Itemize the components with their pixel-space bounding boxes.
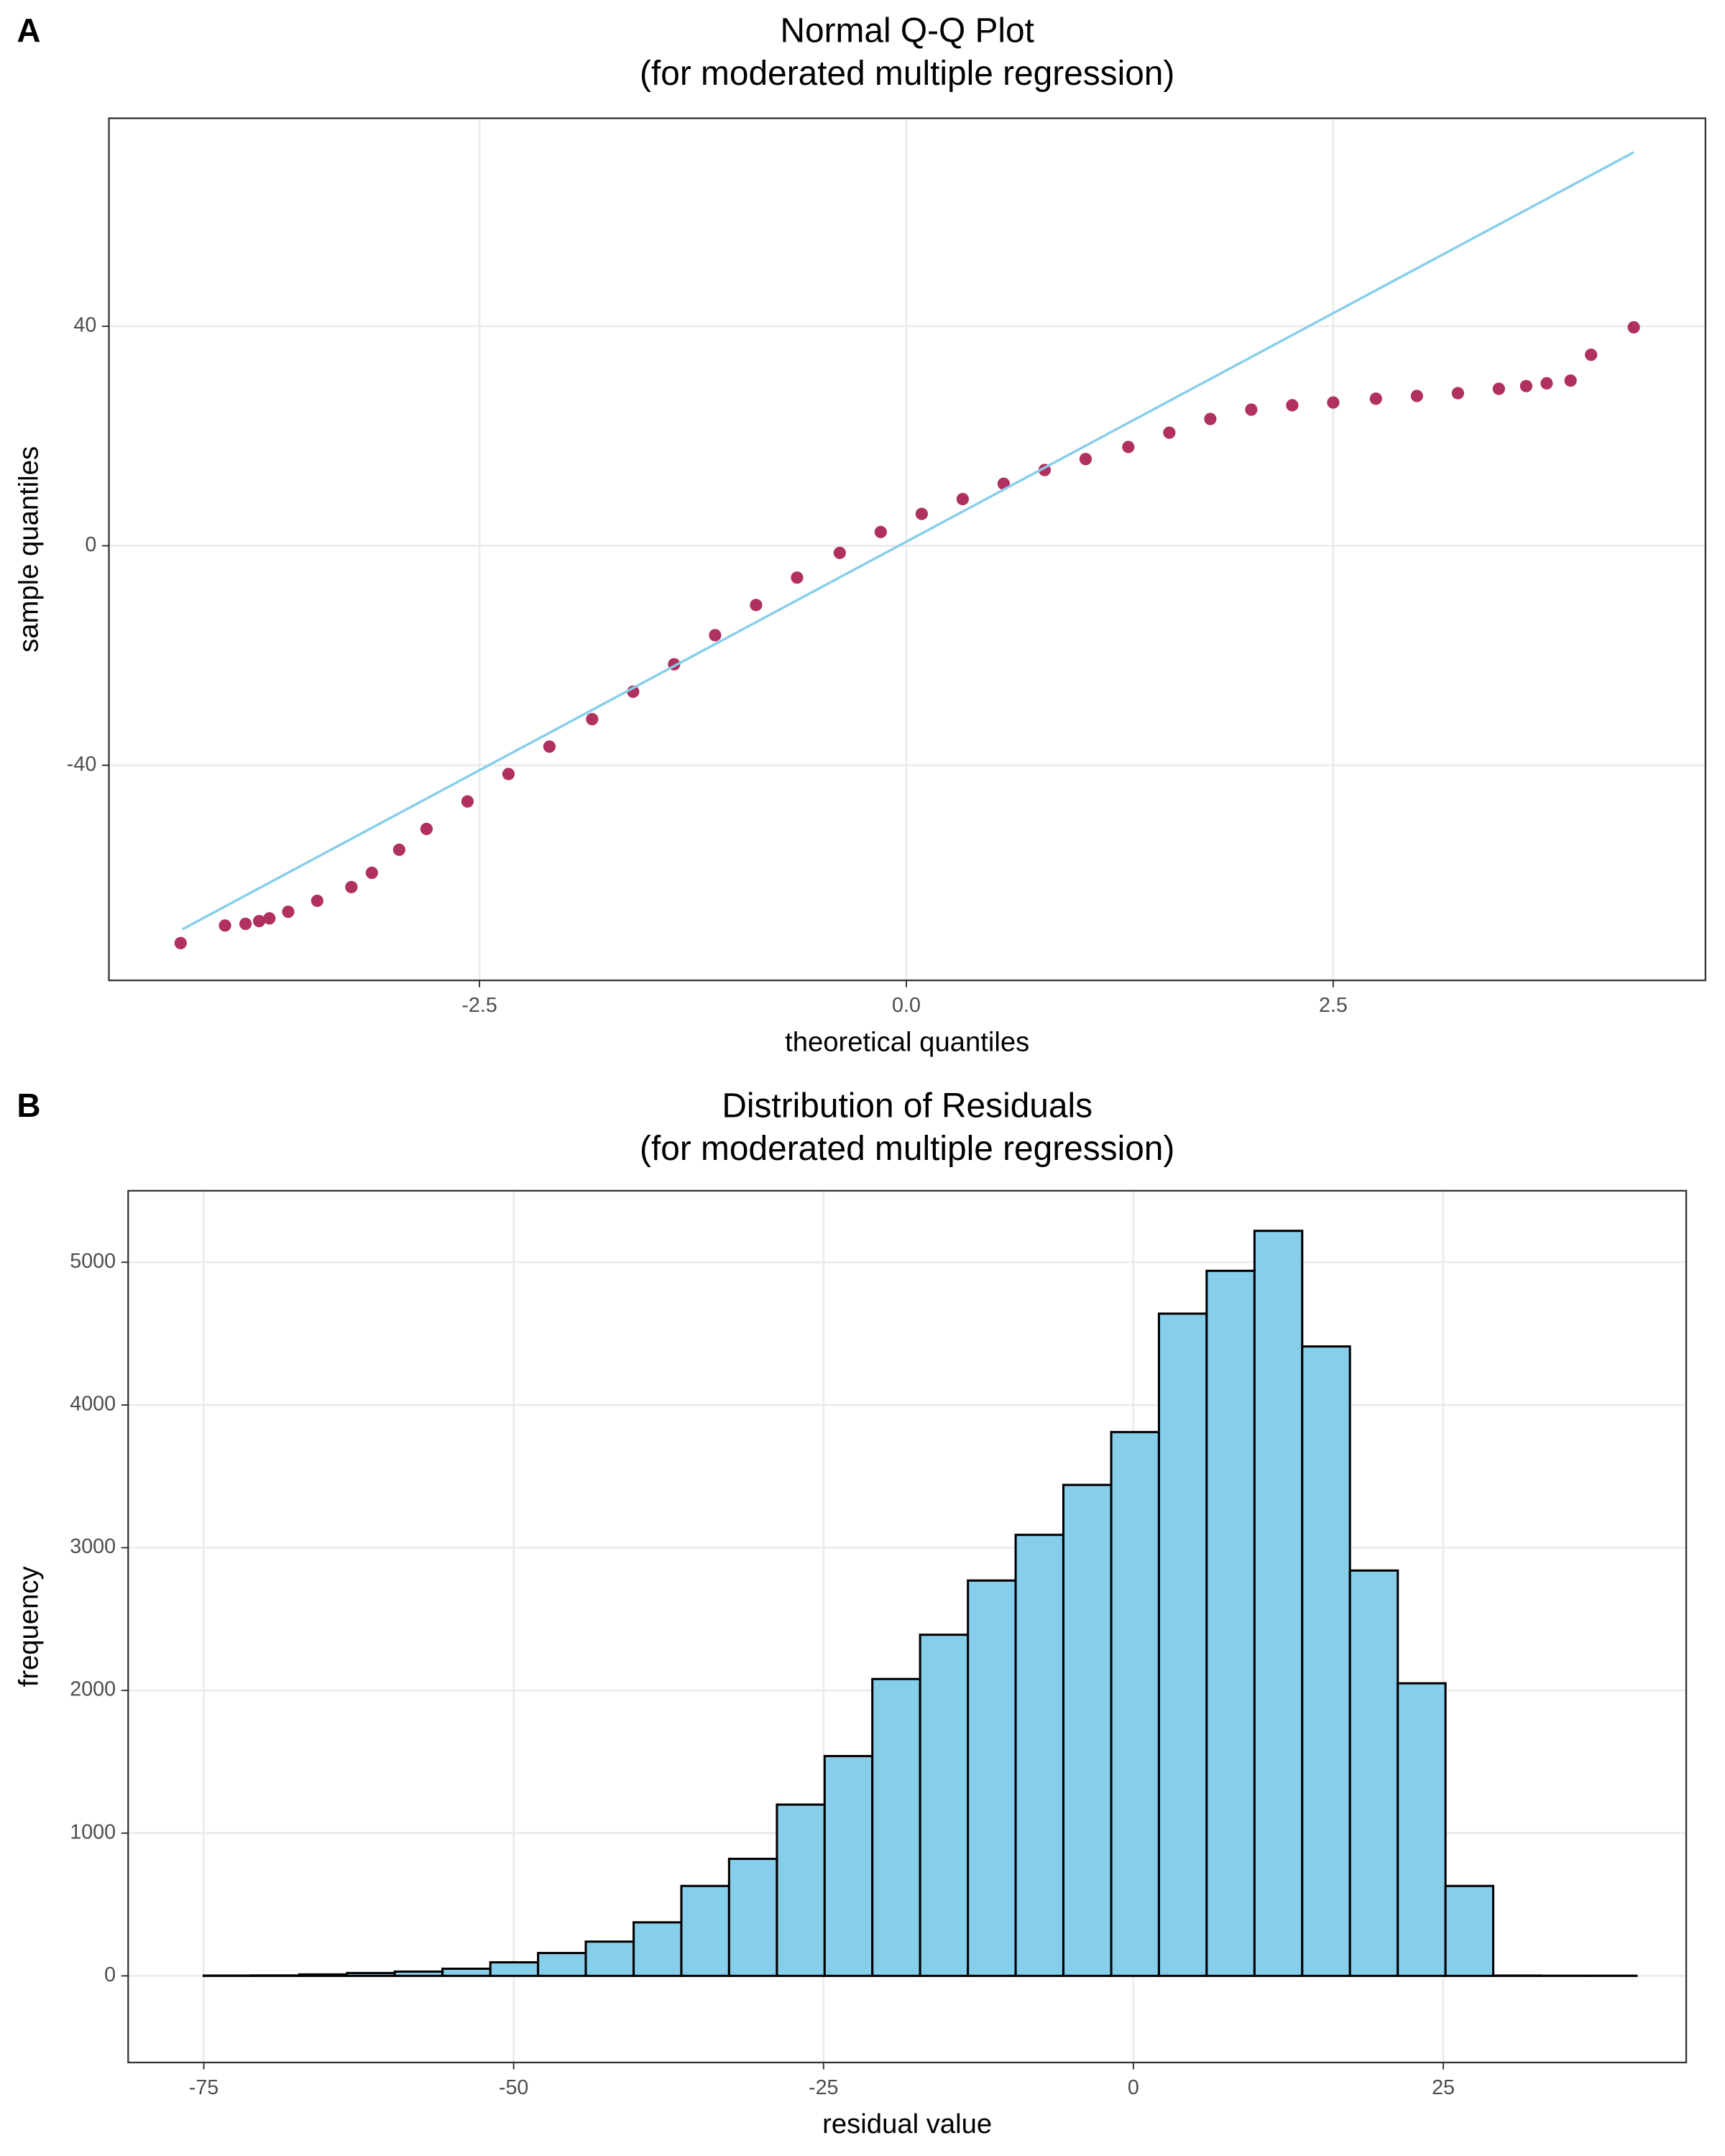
x-tick-label: 2.5 [1319,994,1348,1017]
histogram-bar [967,1579,1017,1977]
x-tick-label: -50 [499,2076,528,2099]
x-axis-title: residual value [822,2109,992,2139]
histogram-bar [393,1970,444,1977]
qq-point [1451,387,1464,400]
histogram-bar [871,1677,921,1977]
plot-frame [108,117,1706,982]
chart-subtitle: (for moderated multiple regression) [640,1130,1174,1168]
qq-point [1286,399,1299,412]
qq-point [174,936,187,949]
qq-point [420,822,433,836]
histogram-bar [727,1857,778,1977]
histogram-bar [489,1961,540,1977]
qq-point [543,740,556,753]
histogram-bar [1014,1534,1065,1977]
qq-point [1627,321,1640,334]
chart-title: Normal Q-Q Plot [780,12,1034,50]
histogram-bar [441,1967,492,1977]
histogram-bar [1205,1269,1256,1977]
y-tick-label: 0 [85,533,96,556]
qq-point [502,768,515,780]
x-tick-label: 0.0 [892,994,921,1017]
y-tick-label: 0 [104,1963,116,1986]
qq-point [709,629,722,642]
qq-point [392,843,406,857]
histogram-bar [919,1634,970,1977]
histogram-bar [298,1973,349,1977]
y-tick-label: 40 [73,314,96,337]
qq-point [1079,453,1092,466]
qq-point [791,571,804,584]
y-tick-label: 2000 [70,1678,116,1701]
chart-title: Distribution of Residuals [722,1087,1092,1125]
histogram-bar [537,1952,587,1977]
histogram-bar [823,1754,874,1977]
x-tick-label: 0 [1128,2076,1139,2099]
qq-point [1492,382,1505,395]
qq-point [915,507,928,520]
qq-point [263,912,276,925]
chart-subtitle: (for moderated multiple regression) [640,55,1174,93]
qq-point [1519,379,1532,392]
y-tick-label: -40 [67,752,96,775]
histogram-bar [584,1940,635,1977]
histogram-bar [1444,1884,1495,1977]
panel-label: A [17,11,40,49]
histogram-bar [1348,1569,1399,1977]
qq-point [239,917,252,931]
x-tick-label: -2.5 [461,994,497,1017]
x-tick-label: -75 [189,2076,218,2099]
qq-point [750,599,763,612]
histogram-bar [1301,1345,1351,1977]
qq-point [1585,349,1598,361]
histogram-bar [1157,1312,1208,1977]
qq-point [1122,441,1135,453]
qq-point [1245,403,1258,416]
qq-point [1369,392,1382,405]
qq-point [1540,377,1553,390]
qq-point [1327,396,1340,409]
histogram-bar [1253,1230,1304,1977]
plot-frame [127,1189,1688,2064]
qq-point [310,894,323,908]
qq-point [1410,390,1423,402]
qq-point [282,906,295,918]
qq-point [956,492,970,506]
x-axis-title: theoretical quantiles [785,1026,1029,1057]
histogram-bar [632,1921,683,1977]
y-tick-label: 1000 [70,1820,116,1843]
qq-point [874,525,887,538]
qq-point [461,795,474,808]
y-tick-label: 5000 [70,1250,116,1273]
qq-point [252,915,266,928]
histogram-bar [776,1803,826,1977]
panel-label: B [17,1087,40,1124]
y-tick-label: 3000 [70,1535,116,1558]
reference-line [181,151,1634,931]
qq-point [218,919,231,932]
y-axis-title: frequency [14,1566,45,1687]
histogram-bar [1062,1483,1113,1977]
histogram-bar [1110,1431,1160,1977]
qq-point [833,546,846,559]
qq-point [365,866,379,880]
x-tick-label: -25 [809,2076,838,2099]
histogram-bar [346,1971,396,1977]
x-tick-label: 25 [1432,2076,1455,2099]
qq-point [1163,426,1176,439]
histogram-bar [1397,1682,1447,1977]
y-tick-label: 4000 [70,1393,116,1416]
qq-point [345,880,358,893]
qq-point [1204,413,1217,425]
y-axis-title: sample quantiles [14,446,45,653]
qq-point [1564,374,1577,387]
qq-point [586,713,599,726]
histogram-bar [680,1884,730,1977]
